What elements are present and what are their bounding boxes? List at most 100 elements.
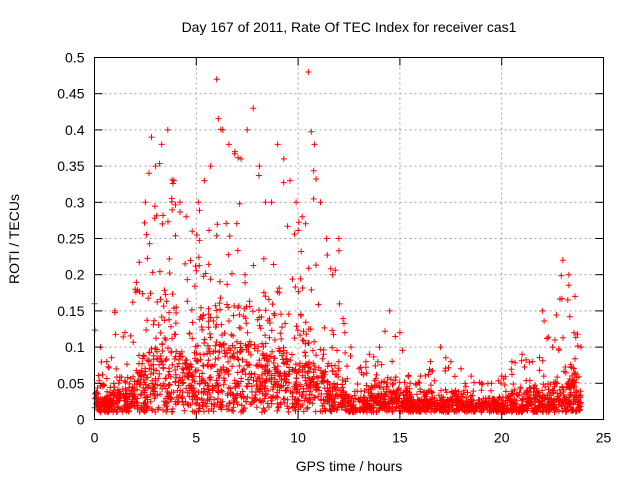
data-point: [205, 311, 212, 318]
data-point: [480, 403, 487, 410]
data-point: [313, 352, 319, 359]
data-point: [341, 320, 347, 327]
data-point: [192, 355, 198, 362]
data-point: [347, 353, 354, 359]
data-point: [136, 379, 142, 386]
data-point: [263, 375, 270, 382]
data-point: [206, 227, 213, 234]
data-point: [170, 177, 177, 184]
data-point: [189, 408, 196, 415]
data-point: [578, 344, 585, 351]
data-point: [236, 200, 243, 207]
data-point: [368, 383, 375, 390]
data-point: [138, 404, 144, 411]
data-point: [117, 392, 124, 398]
data-point: [133, 399, 140, 406]
data-point: [184, 373, 191, 380]
data-point: [269, 386, 276, 393]
data-point: [280, 155, 287, 162]
data-point: [340, 401, 347, 408]
data-point: [307, 365, 314, 372]
x-tick-label: 0: [91, 430, 99, 446]
data-point: [155, 322, 162, 328]
data-point: [533, 388, 540, 395]
data-point: [252, 392, 259, 398]
data-point: [313, 373, 320, 380]
data-point: [283, 356, 290, 363]
data-point: [317, 199, 324, 206]
data-point: [215, 115, 222, 122]
data-point: [528, 405, 535, 412]
data-point: [545, 334, 552, 341]
data-point: [169, 180, 176, 187]
data-point: [243, 383, 250, 390]
data-point: [166, 381, 173, 388]
data-point: [219, 126, 226, 133]
data-point: [478, 399, 485, 405]
data-point: [255, 374, 262, 381]
data-points: [91, 69, 585, 416]
data-point: [300, 328, 307, 335]
data-point: [112, 331, 119, 338]
data-point: [249, 308, 256, 315]
data-point: [555, 401, 562, 408]
data-point: [315, 393, 322, 400]
data-point: [356, 365, 363, 372]
data-point: [305, 69, 312, 75]
data-point: [95, 372, 102, 379]
data-point: [245, 376, 251, 383]
data-point: [140, 384, 147, 391]
data-point: [180, 366, 187, 373]
data-point: [158, 358, 165, 365]
data-point: [224, 281, 231, 288]
data-point: [268, 327, 275, 334]
data-point: [122, 329, 128, 336]
data-point: [295, 398, 302, 405]
data-point: [494, 399, 501, 406]
data-point: [332, 371, 339, 378]
data-point: [324, 363, 331, 370]
data-point: [374, 400, 381, 407]
data-point: [332, 386, 338, 393]
data-point: [331, 395, 338, 402]
data-point: [390, 397, 397, 404]
data-point: [311, 141, 318, 148]
data-point: [146, 170, 152, 177]
data-point: [205, 305, 212, 312]
data-point: [300, 388, 307, 395]
data-point: [410, 396, 416, 403]
data-point: [163, 356, 170, 362]
data-point: [310, 167, 317, 174]
data-point: [154, 392, 161, 398]
tick-labels: 0 0.05 0.1 0.15 0.2 0.25 0.3 0.35 0.4 0.45 0.5 0 5 10…: [57, 50, 611, 446]
data-point: [266, 404, 272, 411]
data-point: [260, 255, 267, 262]
data-point: [225, 371, 232, 378]
data-point: [444, 396, 451, 403]
data-point: [214, 314, 220, 321]
data-point: [354, 381, 361, 388]
data-point: [176, 392, 183, 398]
data-point: [466, 407, 472, 414]
data-point: [519, 351, 526, 358]
data-point: [118, 407, 125, 413]
data-point: [302, 377, 309, 384]
data-point: [305, 340, 312, 347]
data-point: [150, 352, 157, 359]
data-point: [302, 319, 309, 326]
data-point: [308, 286, 315, 293]
data-point: [253, 378, 260, 385]
data-point: [299, 285, 306, 291]
data-point: [171, 355, 178, 362]
data-point: [246, 370, 253, 377]
data-point: [380, 386, 387, 393]
data-point: [169, 206, 176, 213]
data-point: [572, 355, 578, 362]
data-point: [515, 409, 522, 416]
data-point: [342, 349, 349, 356]
data-point: [172, 320, 179, 327]
data-point: [518, 357, 525, 364]
data-point: [517, 405, 524, 412]
data-point: [274, 407, 281, 414]
data-point: [313, 262, 319, 269]
